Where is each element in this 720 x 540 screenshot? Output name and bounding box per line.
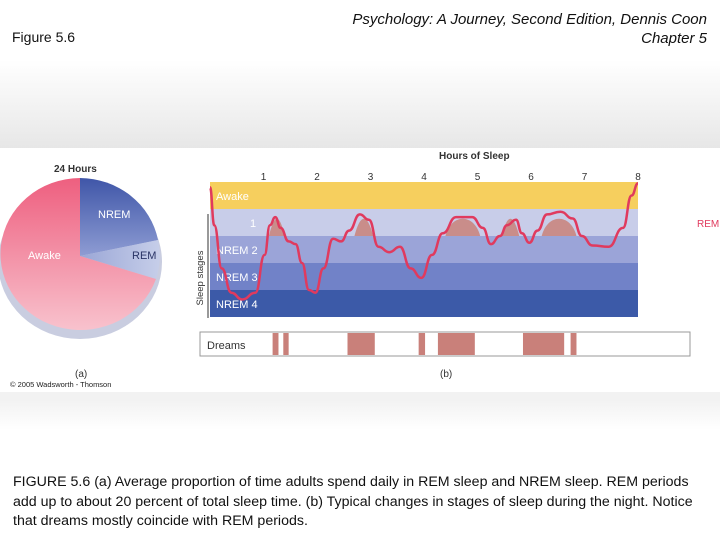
rem-fill-4 bbox=[541, 218, 577, 236]
stage-band-2 bbox=[210, 236, 638, 263]
pie-title: 24 Hours bbox=[54, 164, 97, 175]
hour-label-7: 7 bbox=[582, 172, 588, 183]
stage-label-4: NREM 4 bbox=[216, 299, 258, 311]
sleep-curve bbox=[208, 182, 639, 301]
hour-label-3: 3 bbox=[368, 172, 374, 183]
stage-band-0 bbox=[210, 182, 638, 209]
hour-labels: 1 2 3 4 5 6 7 8 bbox=[261, 172, 642, 183]
rem-fill-2 bbox=[445, 218, 481, 236]
hour-label-4: 4 bbox=[421, 172, 427, 183]
caption: FIGURE 5.6 (a) Average proportion of tim… bbox=[13, 473, 703, 532]
dream-bar-0 bbox=[272, 333, 279, 355]
stage-label-1: 1 bbox=[250, 218, 256, 230]
rem-fill-1 bbox=[354, 218, 374, 236]
rem-fill-0 bbox=[268, 218, 285, 236]
dreams-label: Dreams bbox=[207, 340, 246, 352]
pie-slice-awake bbox=[0, 178, 157, 330]
book-header: Psychology: A Journey, Second Edition, D… bbox=[352, 10, 707, 48]
sleep-figure: 24 Hours NREM REM Awake (a) © 2005 Wadsw… bbox=[0, 151, 719, 389]
hour-label-6: 6 bbox=[528, 172, 534, 183]
pie-label-nrem: NREM bbox=[98, 209, 130, 221]
dream-bar-6 bbox=[570, 333, 577, 355]
pie-slice-nrem bbox=[80, 178, 158, 256]
hour-label-1: 1 bbox=[261, 172, 267, 183]
stage-label-2: NREM 2 bbox=[216, 245, 258, 257]
dream-bar-1 bbox=[283, 333, 289, 355]
caption-figure-ref: FIGURE 5.6 bbox=[13, 474, 91, 490]
hour-label-2: 2 bbox=[314, 172, 320, 183]
dream-bar-4 bbox=[437, 333, 475, 355]
dream-bar-3 bbox=[418, 333, 426, 355]
hypnogram-panel-label: (b) bbox=[440, 369, 452, 380]
hour-label-5: 5 bbox=[475, 172, 481, 183]
caption-text: (a) Average proportion of time adults sp… bbox=[13, 474, 693, 529]
stage-label-3: NREM 3 bbox=[216, 272, 258, 284]
rem-fills bbox=[268, 218, 577, 236]
chapter-label: Chapter 5 bbox=[641, 30, 707, 47]
dream-bar-5 bbox=[522, 333, 565, 355]
x-axis-title: Hours of Sleep bbox=[439, 151, 510, 162]
dream-bars bbox=[272, 333, 577, 355]
pie-chart: 24 Hours NREM REM Awake (a) © 2005 Wadsw… bbox=[0, 164, 162, 389]
copyright: © 2005 Wadsworth - Thomson bbox=[10, 380, 111, 389]
rem-fill-3 bbox=[501, 218, 520, 236]
dream-bar-2 bbox=[347, 333, 375, 355]
pie-label-rem: REM bbox=[132, 250, 156, 262]
hypnogram: Hours of Sleep 1 2 3 4 5 6 7 8 Awake 1 NREM 2 NREM… bbox=[195, 151, 719, 380]
hour-label-8: 8 bbox=[635, 172, 641, 183]
y-axis-title: Sleep stages bbox=[195, 250, 206, 305]
pie-label-awake: Awake bbox=[28, 250, 61, 262]
book-title: Psychology: A Journey, Second Edition, D… bbox=[352, 11, 707, 28]
stage-band-4 bbox=[210, 290, 638, 317]
stage-label-0: Awake bbox=[216, 191, 249, 203]
pie-slice-rem bbox=[80, 240, 160, 279]
figure-label: Figure 5.6 bbox=[12, 29, 76, 45]
rem-label: REM bbox=[697, 219, 719, 230]
stage-bands: Awake 1 NREM 2 NREM 3 NREM 4 bbox=[210, 182, 638, 317]
pie-panel-label: (a) bbox=[75, 369, 87, 380]
